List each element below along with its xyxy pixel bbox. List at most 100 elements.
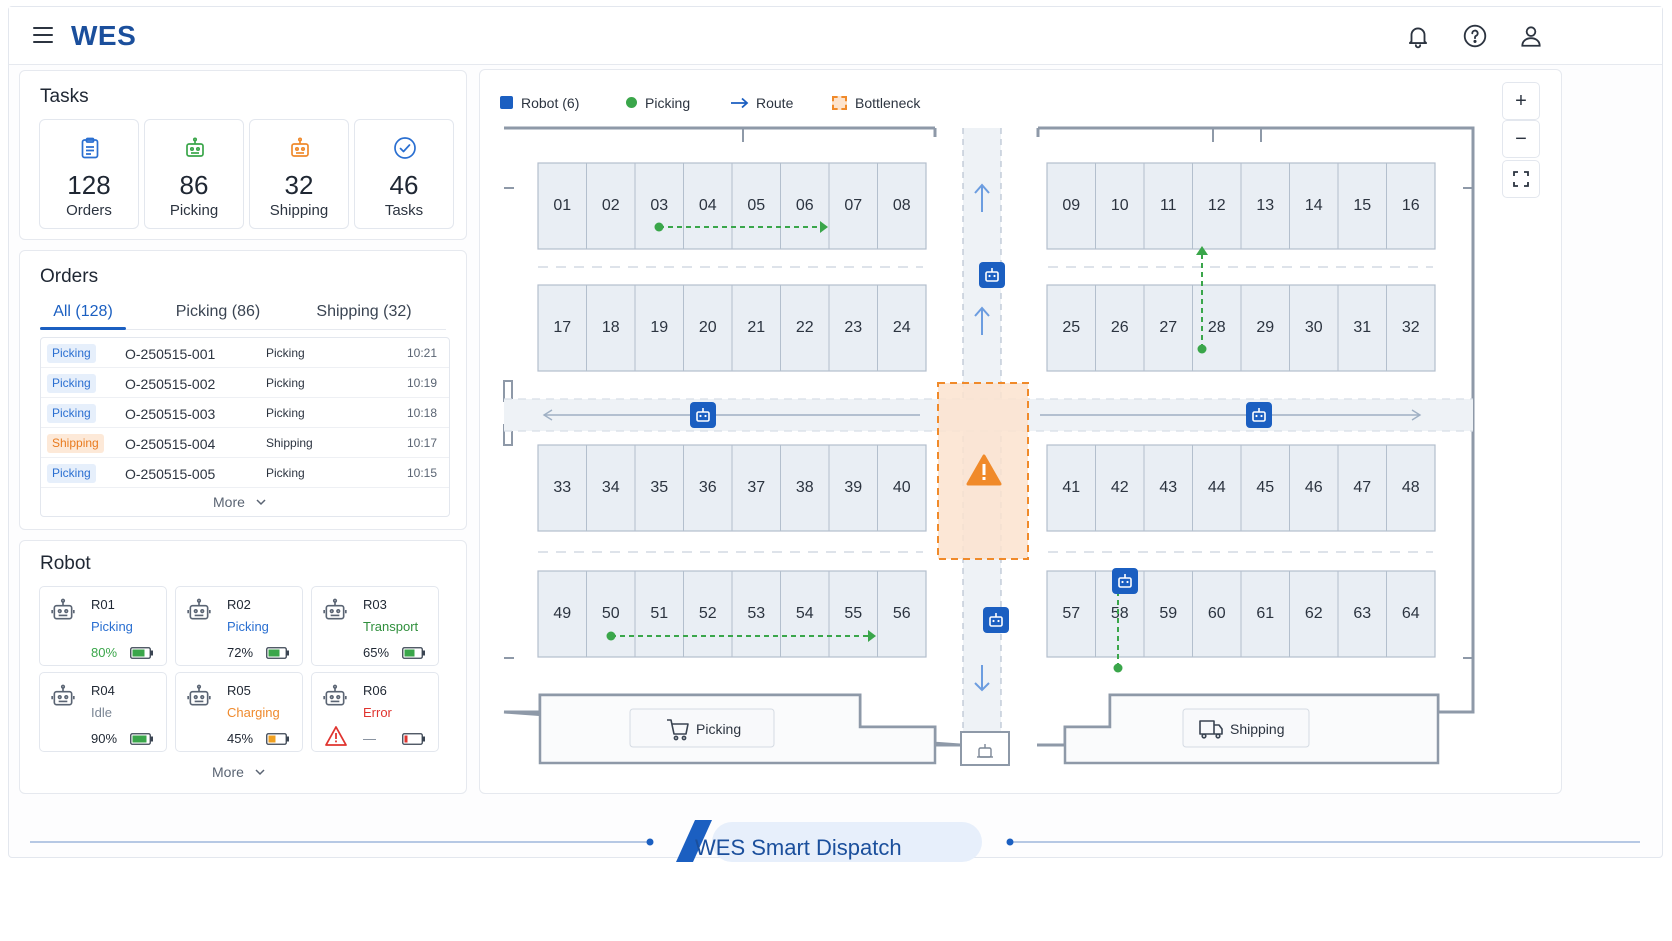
shelf-label: 57 [1062,605,1080,622]
shelf-cell[interactable]: 15 [1337,163,1371,249]
menu-icon[interactable] [33,27,53,43]
shelf-cell[interactable]: 03 [634,163,668,249]
shelf-cell[interactable]: 07 [828,163,862,249]
shelf-cell[interactable]: 34 [586,445,620,531]
shelf-cell[interactable]: 29 [1240,285,1274,371]
bell-icon[interactable] [1405,23,1431,49]
shelf-cell[interactable]: 44 [1192,445,1226,531]
shelf-cell[interactable]: 48 [1386,445,1420,531]
shelf-cell[interactable]: 25 [1062,319,1080,336]
shelf-cell[interactable]: 55 [828,571,862,657]
shelf-cell[interactable]: 12 [1192,163,1226,249]
shelf-cell[interactable]: 13 [1240,163,1274,249]
shelf-cell[interactable]: 43 [1143,445,1177,531]
shelf-cell[interactable]: 20 [683,285,717,371]
shelf-cell[interactable]: 08 [877,163,911,249]
shelf-cell[interactable]: 11 [1143,163,1177,249]
robot-card[interactable]: R03 Transport 65% [311,586,439,666]
shelf-cell[interactable]: 38 [780,445,814,531]
shelf-cell[interactable]: 27 [1143,285,1177,371]
shelf-label: 43 [1159,479,1177,496]
shelf-cell[interactable]: 05 [731,163,765,249]
zoom-in-button[interactable]: + [1502,82,1540,120]
robot-card[interactable]: R06 Error — [311,672,439,752]
shelf-cell[interactable]: 36 [683,445,717,531]
task-card-orders[interactable]: 128 Orders [39,119,139,229]
fullscreen-button[interactable] [1502,160,1540,198]
shelf-cell[interactable]: 32 [1386,285,1420,371]
robot-card[interactable]: R01 Picking 80% [39,586,167,666]
shelf-cell[interactable]: 04 [683,163,717,249]
shelf-cell[interactable]: 60 [1192,571,1226,657]
shelf-cell[interactable]: 58 [1095,571,1129,657]
tab-picking[interactable]: Picking (86) [175,303,261,320]
shelf-cell[interactable]: 14 [1289,163,1323,249]
shelf-cell[interactable]: 37 [731,445,765,531]
table-row[interactable]: Picking O-250515-002 Picking 10:19 [41,368,449,398]
tab-shipping[interactable]: Shipping (32) [316,303,412,320]
shelf-cell[interactable]: 21 [731,285,765,371]
shelf-cell[interactable]: 02 [586,163,620,249]
shelf-cell[interactable]: 33 [553,479,571,496]
map-robot[interactable] [983,607,1009,633]
shelf-cell[interactable]: 40 [877,445,911,531]
task-card-tasks[interactable]: 46 Tasks [354,119,454,229]
shelf-cell[interactable]: 54 [780,571,814,657]
shelf-cell[interactable]: 16 [1386,163,1420,249]
shelf-cell[interactable]: 61 [1240,571,1274,657]
task-card-picking[interactable]: 86 Picking [144,119,244,229]
robot-card[interactable]: R04 Idle 90% [39,672,167,752]
help-icon[interactable] [1462,23,1488,49]
shelf-cell[interactable]: 56 [877,571,911,657]
shelf-cell[interactable]: 19 [634,285,668,371]
user-icon[interactable] [1518,23,1544,49]
shelf-cell[interactable]: 31 [1337,285,1371,371]
map-robot[interactable] [690,402,716,428]
map-robot[interactable] [1246,402,1272,428]
shelf-cell[interactable]: 35 [634,445,668,531]
robot-card[interactable]: R05 Charging 45% [175,672,303,752]
shelf-cell[interactable]: 62 [1289,571,1323,657]
table-row[interactable]: Picking O-250515-001 Picking 10:21 [41,338,449,368]
shelf-cell[interactable]: 52 [683,571,717,657]
map-robot[interactable] [1112,568,1138,594]
shelf-cell[interactable]: 22 [780,285,814,371]
robot-card[interactable]: R02 Picking 72% [175,586,303,666]
shelf-cell[interactable]: 26 [1095,285,1129,371]
shelf-cell[interactable]: 53 [731,571,765,657]
table-row[interactable]: Picking O-250515-003 Picking 10:18 [41,398,449,428]
shelf-cell[interactable]: 41 [1062,479,1080,496]
map-robot[interactable] [979,262,1005,288]
shelf-cell[interactable]: 47 [1337,445,1371,531]
task-card-shipping[interactable]: 32 Shipping [249,119,349,229]
shelf-cell[interactable]: 18 [586,285,620,371]
shipping-station-button[interactable]: Shipping [1182,708,1310,748]
tab-all[interactable]: All (128) [53,303,113,320]
zoom-out-button[interactable]: − [1502,120,1540,158]
shelf-cell[interactable]: 50 [586,571,620,657]
shelf-cell[interactable]: 24 [877,285,911,371]
shelf-cell[interactable]: 57 [1062,605,1080,622]
table-row[interactable]: Shipping O-250515-004 Shipping 10:17 [41,428,449,458]
shelf-cell[interactable]: 46 [1289,445,1323,531]
shelf-cell[interactable]: 45 [1240,445,1274,531]
shelf-cell[interactable]: 28 [1192,285,1226,371]
shelf-cell[interactable]: 17 [553,319,571,336]
table-row[interactable]: Picking O-250515-005 Picking 10:15 [41,458,449,488]
orders-more-button[interactable]: More [213,494,267,510]
shelf-cell[interactable]: 59 [1143,571,1177,657]
shelf-cell[interactable]: 01 [553,197,571,214]
robots-more-button[interactable]: More [212,764,266,780]
shelf-cell[interactable]: 49 [553,605,571,622]
shelf-cell[interactable]: 51 [634,571,668,657]
shelf-cell[interactable]: 39 [828,445,862,531]
shelf-cell[interactable]: 10 [1095,163,1129,249]
shelf-cell[interactable]: 42 [1095,445,1129,531]
shelf-cell[interactable]: 06 [780,163,814,249]
shelf-cell[interactable]: 09 [1062,197,1080,214]
picking-station-button[interactable]: Picking [629,708,775,748]
shelf-cell[interactable]: 23 [828,285,862,371]
shelf-cell[interactable]: 30 [1289,285,1323,371]
shelf-cell[interactable]: 63 [1337,571,1371,657]
shelf-cell[interactable]: 64 [1386,571,1420,657]
